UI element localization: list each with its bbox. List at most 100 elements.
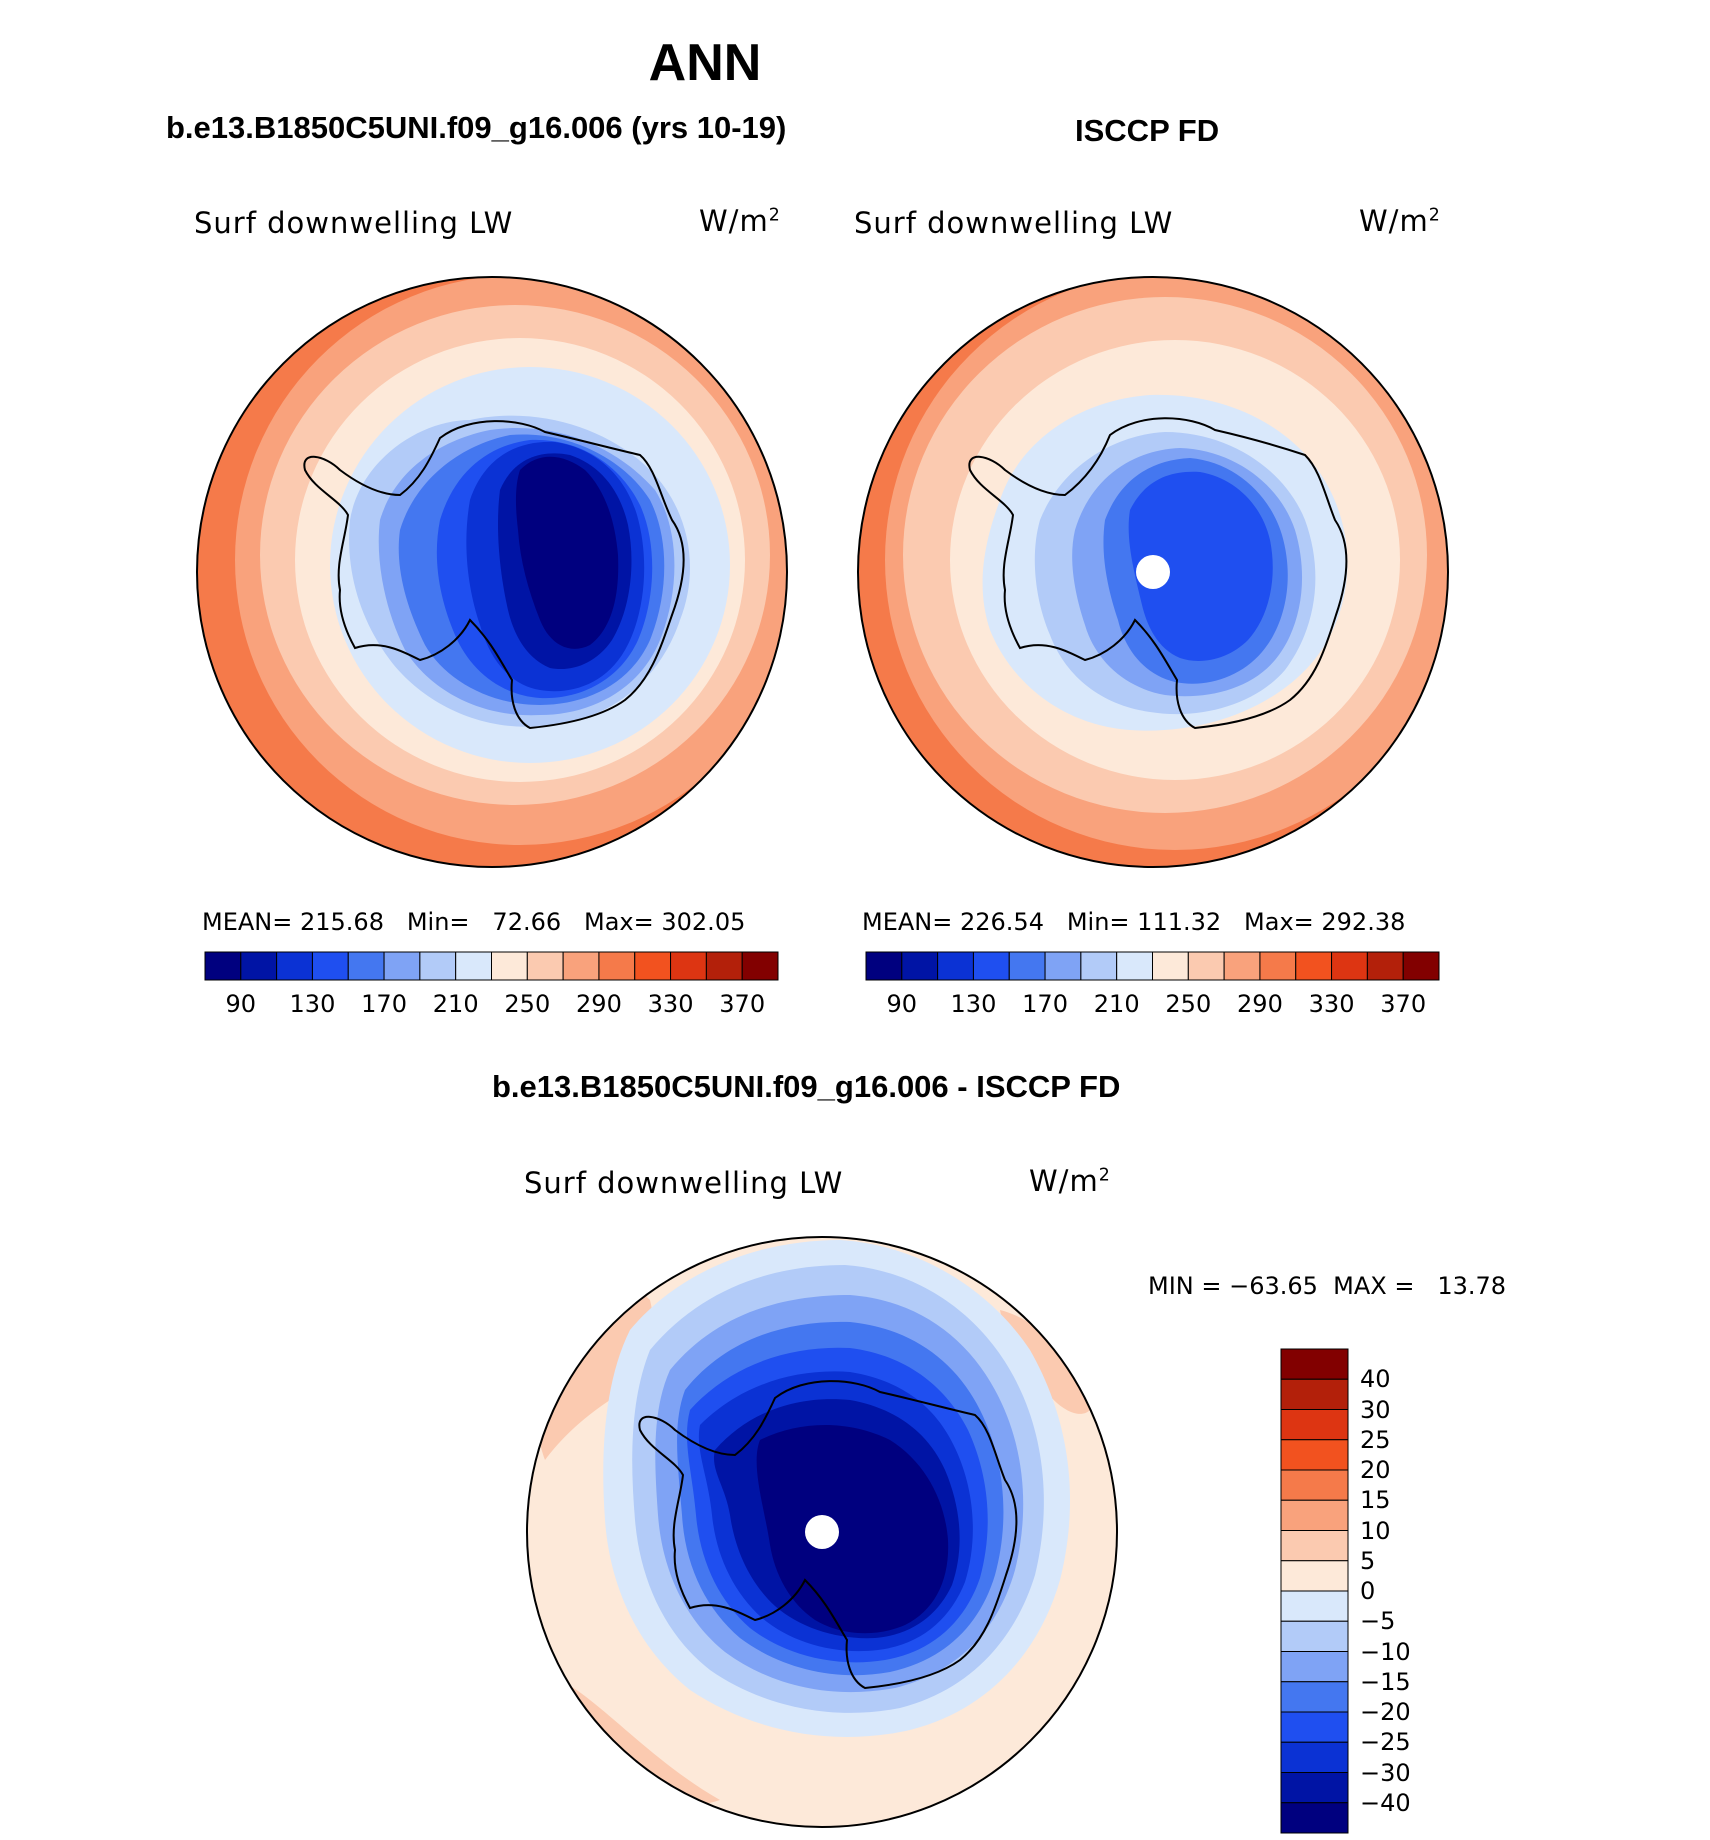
panel1-colorbar-box (741, 951, 779, 981)
panel3-colorbar-box (1280, 1469, 1349, 1501)
panel3-colorbar-box (1280, 1530, 1349, 1562)
panel2-map (858, 277, 1448, 867)
panel3-colorbar-box (1280, 1590, 1349, 1622)
panel3-colorbar (1280, 1348, 1349, 1834)
panel2-units: W/m2 (1359, 204, 1441, 238)
panel3-colorbar-tick: −5 (1360, 1607, 1396, 1636)
panel1-colorbar-box (311, 951, 349, 981)
panel1-colorbar-box (455, 951, 492, 981)
panel3-case-title: b.e13.B1850C5UNI.f09_g16.006 - ISCCP FD (492, 1069, 1121, 1104)
panel3-colorbar-box (1280, 1711, 1349, 1743)
panel1-units: W/m2 (699, 204, 781, 238)
panel3-colorbar-tick: 0 (1360, 1577, 1376, 1605)
panel2-colorbar-tick: 370 (1380, 990, 1427, 1018)
panel3-stats: MIN = −63.65 MAX = 13.78 (1148, 1272, 1507, 1300)
panel1-colorbar-box (526, 951, 564, 981)
panel2-colorbar-box (1116, 951, 1153, 981)
panel3-coastline (638, 1380, 1018, 1690)
panel1-colorbar-tick: 90 (225, 990, 257, 1018)
panel1-colorbar-box (634, 951, 672, 981)
panel3-colorbar-tick: 25 (1360, 1425, 1391, 1454)
panel2-stats: MEAN= 226.54 Min= 111.32 Max= 292.38 (862, 908, 1406, 936)
panel2-colorbar-box (1044, 951, 1082, 981)
panel1-colorbar-tick: 130 (289, 990, 336, 1018)
panel2-colorbar-box (901, 951, 939, 981)
panel2-colorbar-tick: 170 (1022, 990, 1068, 1018)
panel2-colorbar-box (1080, 951, 1118, 981)
panel1-colorbar-box (347, 951, 385, 981)
panel1-colorbar-box (383, 951, 421, 981)
panel2-colorbar (865, 951, 1440, 981)
panel3-colorbar-box (1280, 1560, 1349, 1592)
panel2-colorbar-tick: 290 (1237, 990, 1283, 1018)
panel1-stats: MEAN= 215.68 Min= 72.66 Max= 302.05 (202, 908, 746, 936)
panel2-colorbar-box (1295, 951, 1333, 981)
panel3-colorbar-box (1280, 1802, 1349, 1834)
panel3-colorbar-box (1280, 1499, 1349, 1531)
panel1-colorbar-box (240, 951, 278, 981)
panel3-map-border (526, 1236, 1118, 1828)
panel1-colorbar-tick: 210 (432, 990, 479, 1018)
panel1-colorbar-box (598, 951, 636, 981)
panel3-colorbar-box (1280, 1409, 1349, 1441)
panel1-colorbar-box (276, 951, 313, 981)
panel1-colorbar-tick: 170 (361, 990, 407, 1018)
panel3-colorbar-tick: 5 (1360, 1546, 1376, 1575)
panel3-colorbar-tick: 30 (1360, 1395, 1391, 1424)
panel3-colorbar-tick: −40 (1360, 1788, 1411, 1817)
panel3-colorbar-box (1280, 1620, 1349, 1652)
panel1-case-title: b.e13.B1850C5UNI.f09_g16.006 (yrs 10-19) (166, 110, 787, 145)
figure-title: ANN (648, 34, 762, 92)
panel1-colorbar-box (419, 951, 457, 981)
panel2-colorbar-box (1259, 951, 1297, 981)
panel3-colorbar-tick: −20 (1360, 1698, 1411, 1726)
panel2-coastline (968, 417, 1348, 730)
panel1-colorbar-tick: 330 (647, 990, 694, 1018)
panel3-map (527, 1237, 1117, 1827)
panel3-colorbar-box (1280, 1681, 1349, 1713)
panel2-colorbar-box (937, 951, 974, 981)
panel1-map-border (196, 276, 788, 868)
panel3-colorbar-box (1280, 1378, 1349, 1410)
panel2-field-label: Surf downwelling LW (854, 206, 1174, 240)
panel3-colorbar-tick: 20 (1360, 1456, 1391, 1484)
panel3-colorbar-box (1280, 1439, 1349, 1471)
panel1-colorbar (204, 951, 779, 981)
panel2-colorbar-tick: 250 (1165, 990, 1212, 1018)
panel1-colorbar-tick: 290 (576, 990, 622, 1018)
panel1-map (197, 277, 787, 867)
panel3-colorbar-tick: −25 (1360, 1728, 1411, 1757)
panel1-coastline (303, 420, 685, 730)
panel1-colorbar-box (562, 951, 600, 981)
panel3-colorbar-box (1280, 1348, 1349, 1380)
panel1-field-label: Surf downwelling LW (194, 206, 514, 240)
panel2-colorbar-box (1008, 951, 1046, 981)
panel2-colorbar-tick: 90 (886, 990, 918, 1018)
panel2-colorbar-box (1331, 951, 1368, 981)
panel1-colorbar-box (491, 951, 528, 981)
panel3-colorbar-tick: −30 (1360, 1758, 1411, 1787)
panel3-colorbar-tick: 10 (1360, 1516, 1391, 1545)
panel2-colorbar-tick: 130 (950, 990, 997, 1018)
panel3-colorbar-tick: 40 (1360, 1365, 1391, 1394)
panel1-colorbar-box (204, 951, 242, 981)
panel2-colorbar-box (1152, 951, 1189, 981)
panel2-colorbar-box (1402, 951, 1440, 981)
panel3-field-label: Surf downwelling LW (524, 1166, 844, 1200)
panel3-units: W/m2 (1029, 1164, 1111, 1198)
panel3-colorbar-tick: 15 (1360, 1486, 1391, 1515)
panel1-colorbar-box (705, 951, 743, 981)
panel2-colorbar-tick: 330 (1308, 990, 1355, 1018)
panel2-colorbar-tick: 210 (1093, 990, 1140, 1018)
panel2-map-border (857, 276, 1449, 868)
panel2-colorbar-box (1366, 951, 1404, 981)
panel1-colorbar-box (670, 951, 707, 981)
panel2-case-title: ISCCP FD (1075, 113, 1220, 148)
panel2-colorbar-box (865, 951, 903, 981)
panel3-colorbar-tick: −10 (1360, 1637, 1411, 1666)
panel2-colorbar-box (1187, 951, 1225, 981)
panel2-colorbar-box (972, 951, 1010, 981)
panel3-colorbar-box (1280, 1651, 1349, 1683)
panel1-colorbar-tick: 370 (719, 990, 766, 1018)
panel3-colorbar-tick: −15 (1360, 1667, 1411, 1696)
